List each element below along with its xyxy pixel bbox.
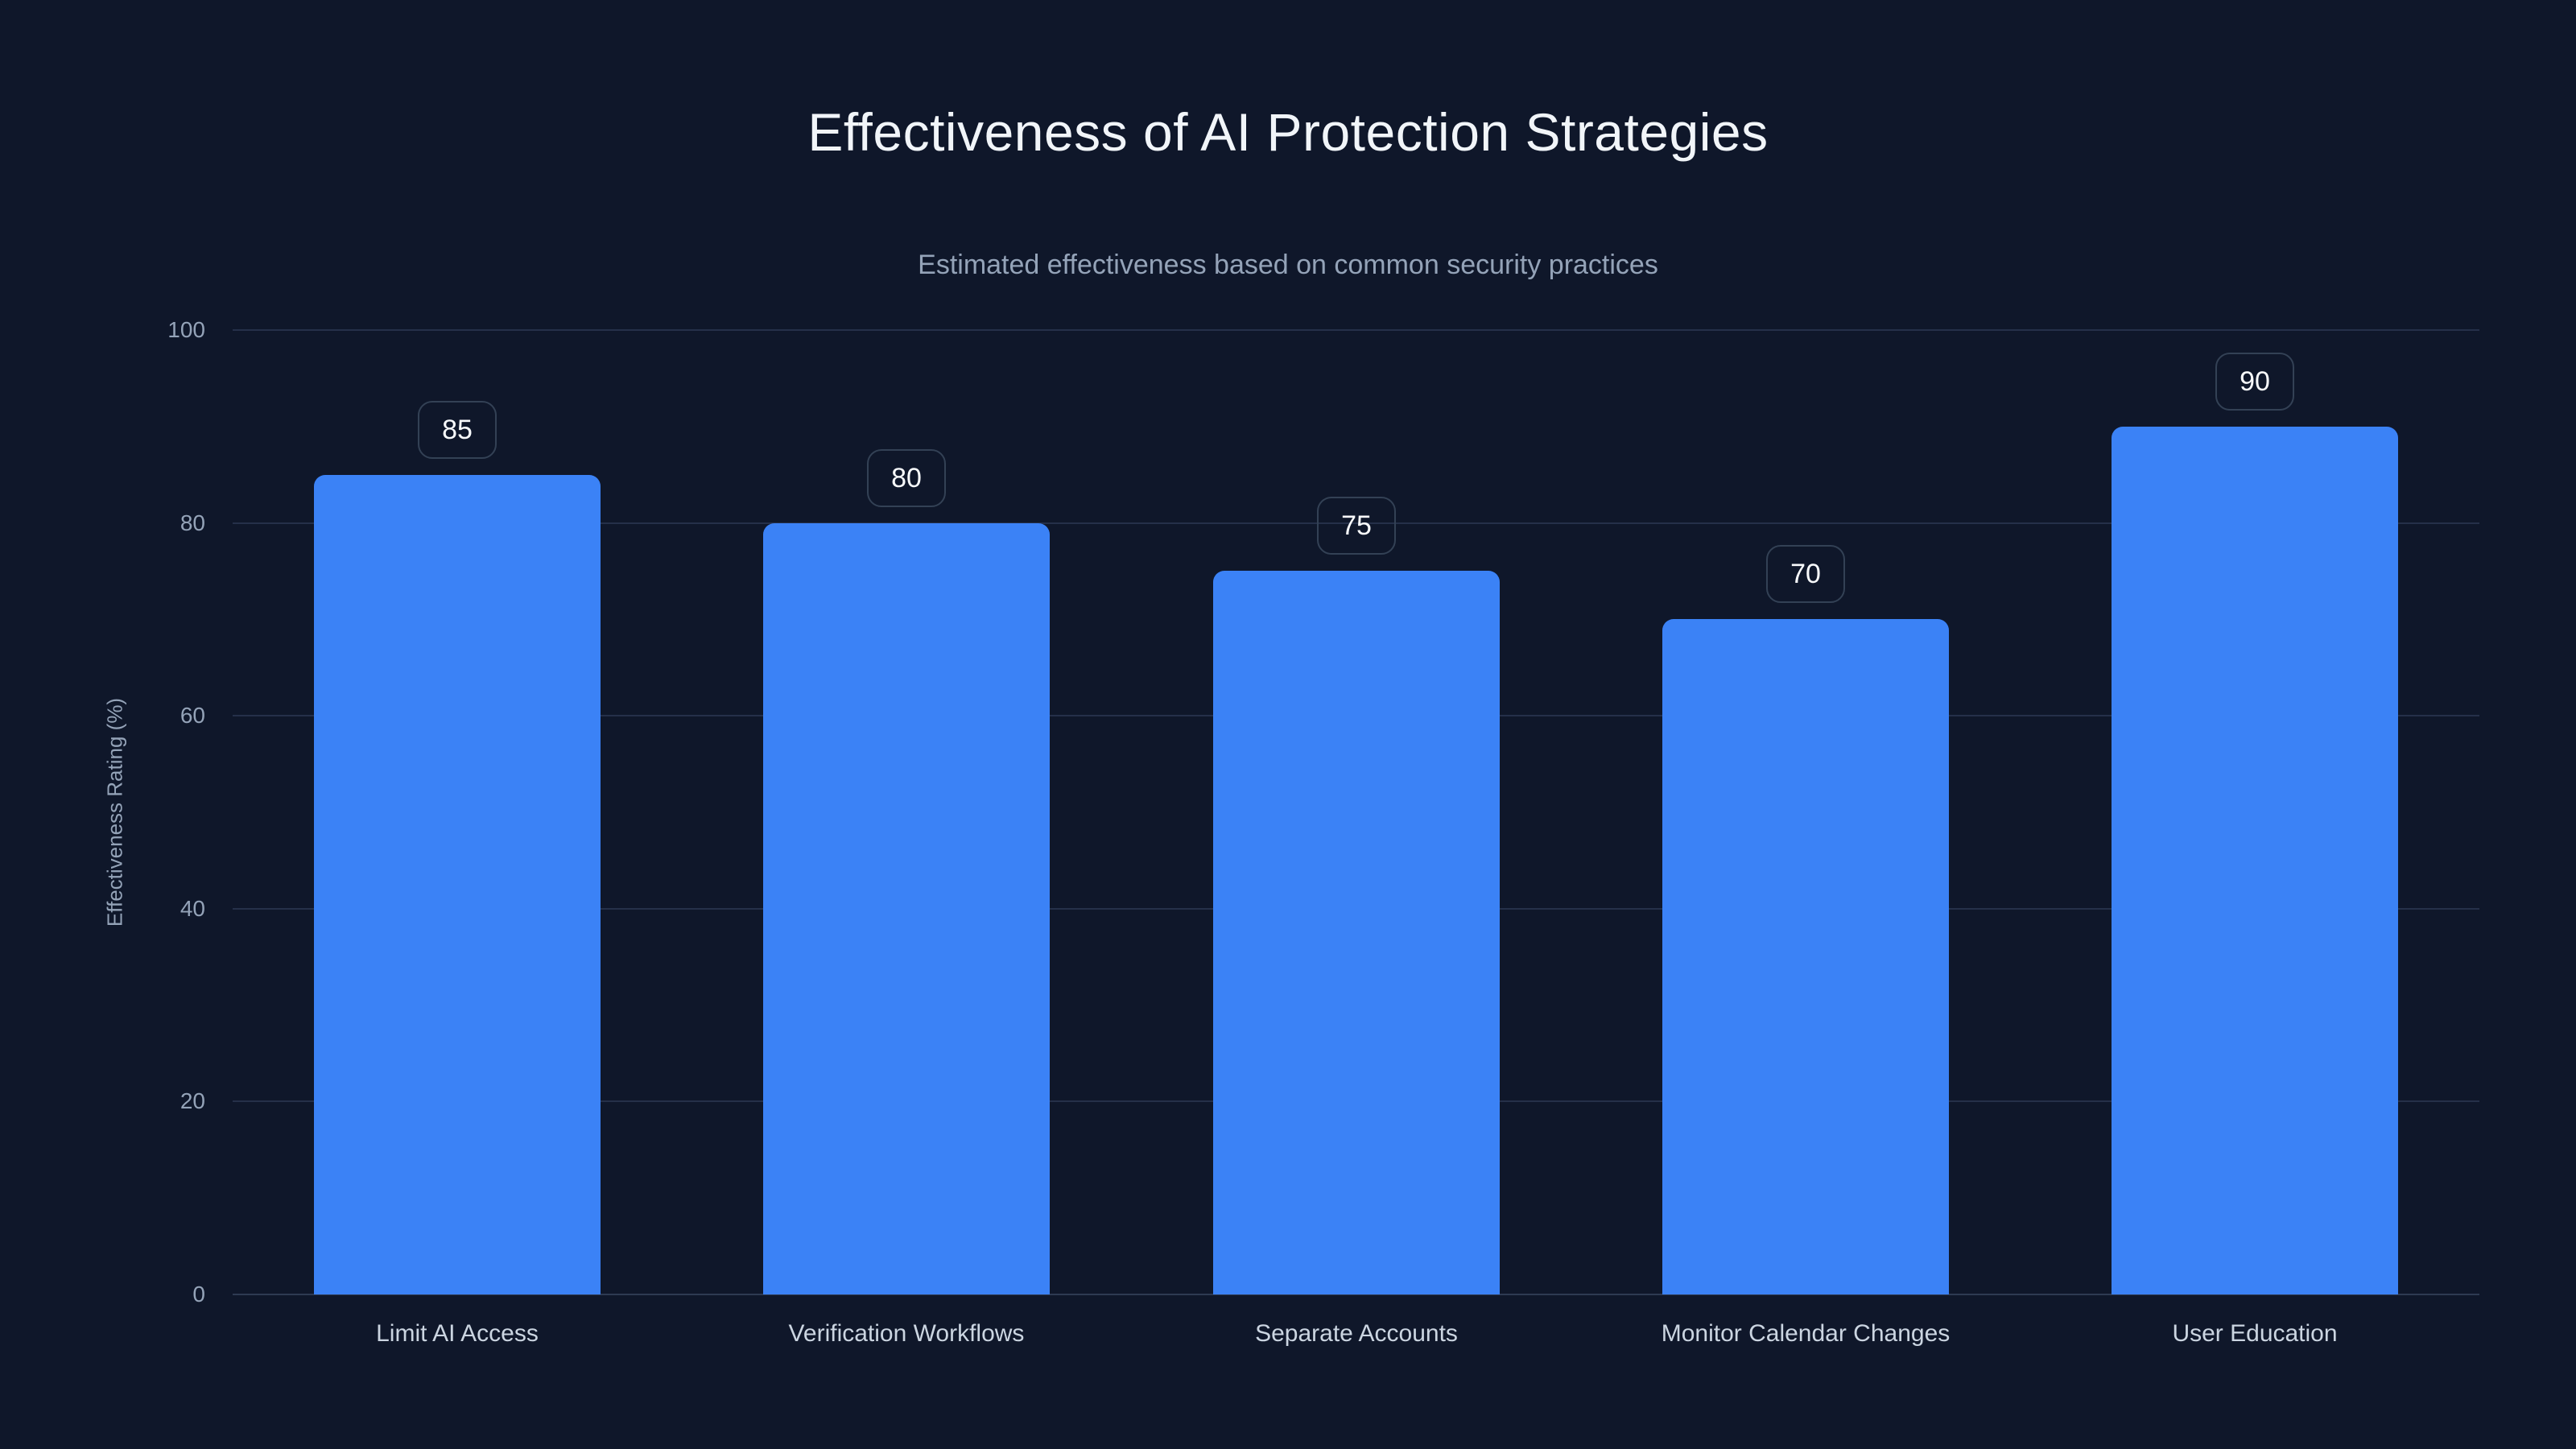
plot-area: Effectiveness Rating (%) 0 20 40 60 80 100 85 L…: [103, 319, 2479, 1346]
y-tick-label: 0: [192, 1282, 205, 1307]
bar[interactable]: [314, 475, 601, 1294]
y-axis-label: Effectiveness Rating (%): [102, 697, 127, 927]
bar-value-badge: 70: [1766, 545, 1845, 603]
x-axis-label: Separate Accounts: [1255, 1320, 1458, 1347]
bar-value-badge: 75: [1317, 497, 1396, 555]
bar[interactable]: [763, 523, 1050, 1294]
bar[interactable]: [2112, 427, 2398, 1294]
x-axis-label: User Education: [2172, 1320, 2338, 1347]
y-tick-label: 40: [180, 895, 205, 921]
x-axis-baseline: [233, 1294, 2479, 1295]
bar[interactable]: [1213, 571, 1500, 1294]
y-tick-label: 80: [180, 510, 205, 535]
bar-value-badge: 90: [2215, 353, 2294, 411]
gridline: [233, 522, 2479, 524]
chart-title: Effectiveness of AI Protection Strategie…: [807, 102, 1769, 162]
bar-value-badge: 80: [867, 449, 946, 507]
y-tick-label: 60: [180, 703, 205, 729]
gridline: [233, 329, 2479, 331]
x-axis-label: Verification Workflows: [788, 1320, 1025, 1347]
chart-subtitle: Estimated effectiveness based on common …: [918, 250, 1658, 280]
y-tick-label: 20: [180, 1088, 205, 1114]
x-axis-label: Limit AI Access: [376, 1320, 539, 1347]
bar[interactable]: [1662, 619, 1949, 1294]
x-axis-label: Monitor Calendar Changes: [1661, 1320, 1951, 1347]
bar-value-badge: 85: [418, 401, 497, 459]
y-tick-label: 100: [167, 317, 205, 342]
